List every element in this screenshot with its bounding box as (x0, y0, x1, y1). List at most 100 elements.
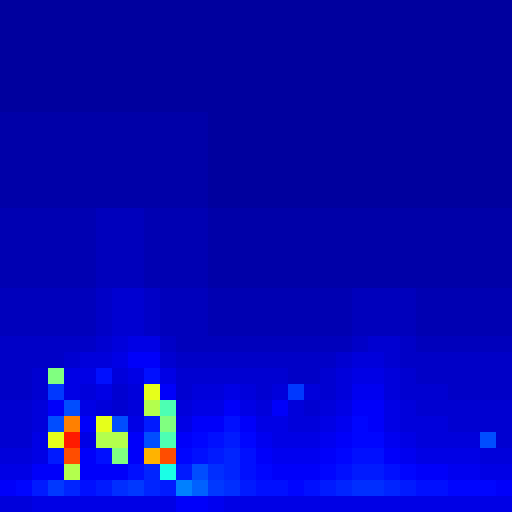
heatmap-cell (96, 400, 113, 417)
heatmap-cell (368, 48, 385, 65)
heatmap-cell (208, 176, 225, 193)
heatmap-cell (16, 448, 33, 465)
heatmap-cell (112, 368, 129, 385)
heatmap-cell (48, 224, 65, 241)
heatmap-cell (496, 112, 512, 129)
heatmap-cell (80, 496, 97, 512)
heatmap-cell (336, 464, 353, 481)
heatmap-cell (400, 16, 417, 33)
heatmap-cell (16, 256, 33, 273)
heatmap-cell (128, 304, 145, 321)
heatmap-cell (304, 96, 321, 113)
heatmap-cell (32, 256, 49, 273)
heatmap-cell (208, 384, 225, 401)
heatmap-cell (176, 496, 193, 512)
heatmap-cell (192, 176, 209, 193)
heatmap-cell (192, 80, 209, 97)
heatmap-cell (480, 128, 497, 145)
heatmap-cell (16, 272, 33, 289)
heatmap-cell (64, 64, 81, 81)
heatmap-cell (304, 64, 321, 81)
heatmap-cell (16, 64, 33, 81)
heatmap-cell (64, 160, 81, 177)
heatmap-cell (240, 352, 257, 369)
heatmap-cell (48, 496, 65, 512)
heatmap-cell (16, 112, 33, 129)
heatmap-cell (288, 96, 305, 113)
heatmap-cell (272, 320, 289, 337)
heatmap-cell (304, 160, 321, 177)
heatmap-cell (416, 272, 433, 289)
heatmap-cell (112, 32, 129, 49)
heatmap-cell (16, 336, 33, 353)
heatmap-cell (320, 256, 337, 273)
heatmap-cell (128, 224, 145, 241)
heatmap-cell (432, 96, 449, 113)
heatmap-cell (496, 240, 512, 257)
heatmap-cell (320, 304, 337, 321)
heatmap-cell (96, 128, 113, 145)
heatmap-cell (176, 224, 193, 241)
heatmap-cell (368, 480, 385, 497)
heatmap-cell (400, 320, 417, 337)
heatmap-cell (496, 208, 512, 225)
heatmap-cell (384, 208, 401, 225)
heatmap-cell (240, 496, 257, 512)
heatmap-cell (224, 80, 241, 97)
heatmap-cell (80, 112, 97, 129)
heatmap-cell (400, 336, 417, 353)
heatmap-cell (32, 384, 49, 401)
heatmap-cell (256, 80, 273, 97)
heatmap-cell (48, 144, 65, 161)
heatmap-cell (0, 64, 17, 81)
heatmap-cell (144, 432, 161, 449)
heatmap-cell (336, 192, 353, 209)
heatmap-cell (368, 448, 385, 465)
heatmap-cell (48, 272, 65, 289)
heatmap-cell (480, 352, 497, 369)
heatmap-cell (416, 192, 433, 209)
heatmap-cell (400, 32, 417, 49)
heatmap-cell (304, 496, 321, 512)
heatmap-cell (144, 80, 161, 97)
heatmap-cell (320, 352, 337, 369)
heatmap-cell (144, 48, 161, 65)
heatmap-cell (64, 240, 81, 257)
heatmap-cell (304, 480, 321, 497)
heatmap-cell (96, 272, 113, 289)
heatmap-cell (176, 288, 193, 305)
heatmap-cell (32, 48, 49, 65)
heatmap-cell (480, 64, 497, 81)
heatmap-cell (48, 176, 65, 193)
heatmap-cell (288, 208, 305, 225)
heatmap-cell (448, 336, 465, 353)
heatmap-cell (320, 80, 337, 97)
heatmap-cell (144, 480, 161, 497)
heatmap-cell (432, 192, 449, 209)
heatmap-cell (224, 464, 241, 481)
heatmap-cell (64, 384, 81, 401)
heatmap-cell (352, 320, 369, 337)
heatmap-cell (272, 32, 289, 49)
heatmap-cell (352, 480, 369, 497)
heatmap-cell (432, 128, 449, 145)
heatmap-cell (432, 336, 449, 353)
heatmap-cell (272, 80, 289, 97)
heatmap-cell (64, 80, 81, 97)
heatmap-cell (256, 224, 273, 241)
heatmap-cell (304, 416, 321, 433)
heatmap-cell (240, 176, 257, 193)
heatmap-cell (288, 128, 305, 145)
heatmap-cell (464, 208, 481, 225)
heatmap-cell (320, 272, 337, 289)
heatmap-cell (352, 448, 369, 465)
heatmap-cell (448, 320, 465, 337)
heatmap-cell (432, 112, 449, 129)
heatmap-cell (352, 336, 369, 353)
heatmap-cell (48, 400, 65, 417)
heatmap-cell (240, 288, 257, 305)
heatmap-cell (96, 208, 113, 225)
heatmap-cell (288, 64, 305, 81)
heatmap-cell (208, 416, 225, 433)
heatmap-cell (304, 32, 321, 49)
